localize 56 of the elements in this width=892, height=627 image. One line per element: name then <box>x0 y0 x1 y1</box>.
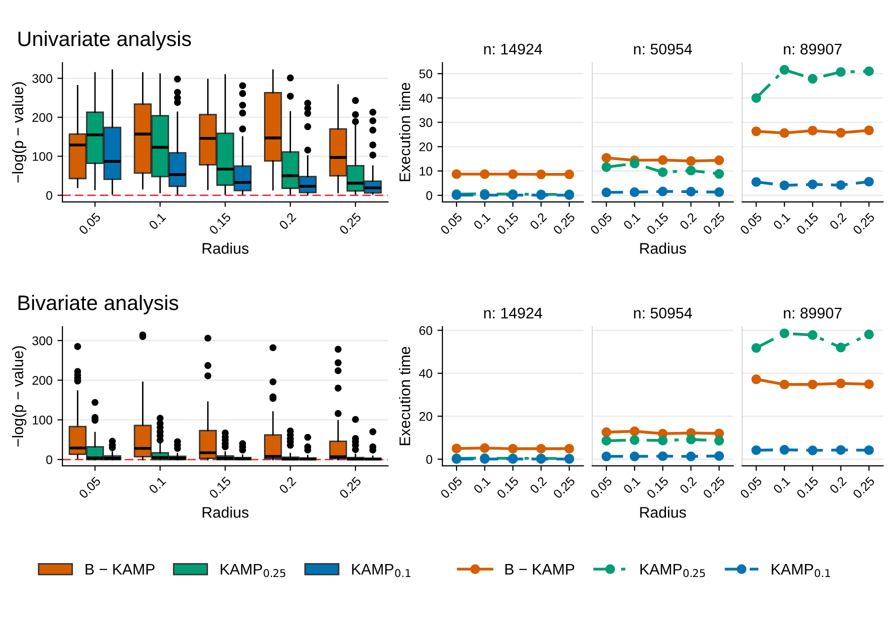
chart-title: n: 50954 <box>634 44 692 55</box>
chart-title: Univariate analysis <box>18 30 191 50</box>
x-tick-label: 0.1 <box>772 212 790 230</box>
x-axis-title: Radius <box>202 242 248 254</box>
y-tick-label: 200 <box>32 376 52 385</box>
chart-title: n: 50954 <box>634 308 692 318</box>
y-tick-label: 20 <box>419 412 432 421</box>
x-tick-label: 0.1 <box>622 476 641 494</box>
legend-label: B − KAMP <box>86 564 155 575</box>
x-tick-label: 0.2 <box>829 212 847 230</box>
legend-label: KAMP$_{0.25}$ <box>640 564 705 578</box>
y-tick-label: 50 <box>419 69 432 78</box>
x-tick-label: 0.2 <box>278 212 296 230</box>
legend-label: B − KAMP <box>505 564 574 575</box>
y-tick-label: 30 <box>419 118 432 127</box>
chart-title: n: 89907 <box>784 44 842 55</box>
chart-title: n: 89907 <box>784 308 842 318</box>
y-tick-label: 0 <box>46 455 52 464</box>
x-tick-label: 0.2 <box>679 476 697 494</box>
legend-label: KAMP$_{0.25}$ <box>220 564 286 578</box>
y-axis-title: Execution time <box>399 346 410 446</box>
x-tick-label: 0.1 <box>148 476 166 494</box>
x-tick-label: 0.2 <box>829 476 847 494</box>
x-tick-label: 0.1 <box>148 212 166 230</box>
y-tick-label: 300 <box>32 74 52 83</box>
y-tick-label: 40 <box>419 369 432 378</box>
x-tick-label: 0.1 <box>772 476 790 494</box>
y-tick-label: 100 <box>32 152 52 161</box>
y-tick-label: 40 <box>419 94 432 103</box>
y-tick-label: 20 <box>419 142 432 152</box>
x-tick-label: 0.2 <box>679 212 697 230</box>
y-tick-label: 0 <box>426 191 432 200</box>
y-tick-label: 200 <box>32 113 52 122</box>
x-tick-label: 0.1 <box>473 212 491 230</box>
y-tick-label: 300 <box>32 336 52 346</box>
x-tick-label: 0.2 <box>529 476 548 494</box>
y-axis-title: −log(p − value) <box>12 346 26 446</box>
y-tick-label: 60 <box>419 326 432 335</box>
y-tick-label: 0 <box>426 455 432 464</box>
y-tick-label: 0 <box>46 191 52 200</box>
y-axis-title: −log(p − value) <box>12 82 26 182</box>
x-tick-label: 0.1 <box>473 476 491 494</box>
x-tick-label: 0.2 <box>278 476 296 494</box>
legend-label: KAMP$_{0.1}$ <box>352 564 410 578</box>
x-tick-label: 0.2 <box>529 212 548 230</box>
y-tick-label: 100 <box>32 416 52 425</box>
x-tick-label: 0.1 <box>622 212 641 230</box>
y-axis-title: Execution time <box>399 82 410 182</box>
chart-title: n: 14924 <box>484 44 542 55</box>
y-tick-label: 10 <box>420 166 432 176</box>
x-axis-title: Radius <box>202 506 248 518</box>
chart-title: n: 14924 <box>484 308 542 318</box>
x-axis-title: Radius <box>640 242 686 254</box>
x-axis-title: Radius <box>640 506 686 518</box>
chart-title: Bivariate analysis <box>18 294 178 314</box>
legend-label: KAMP$_{0.1}$ <box>772 564 830 578</box>
